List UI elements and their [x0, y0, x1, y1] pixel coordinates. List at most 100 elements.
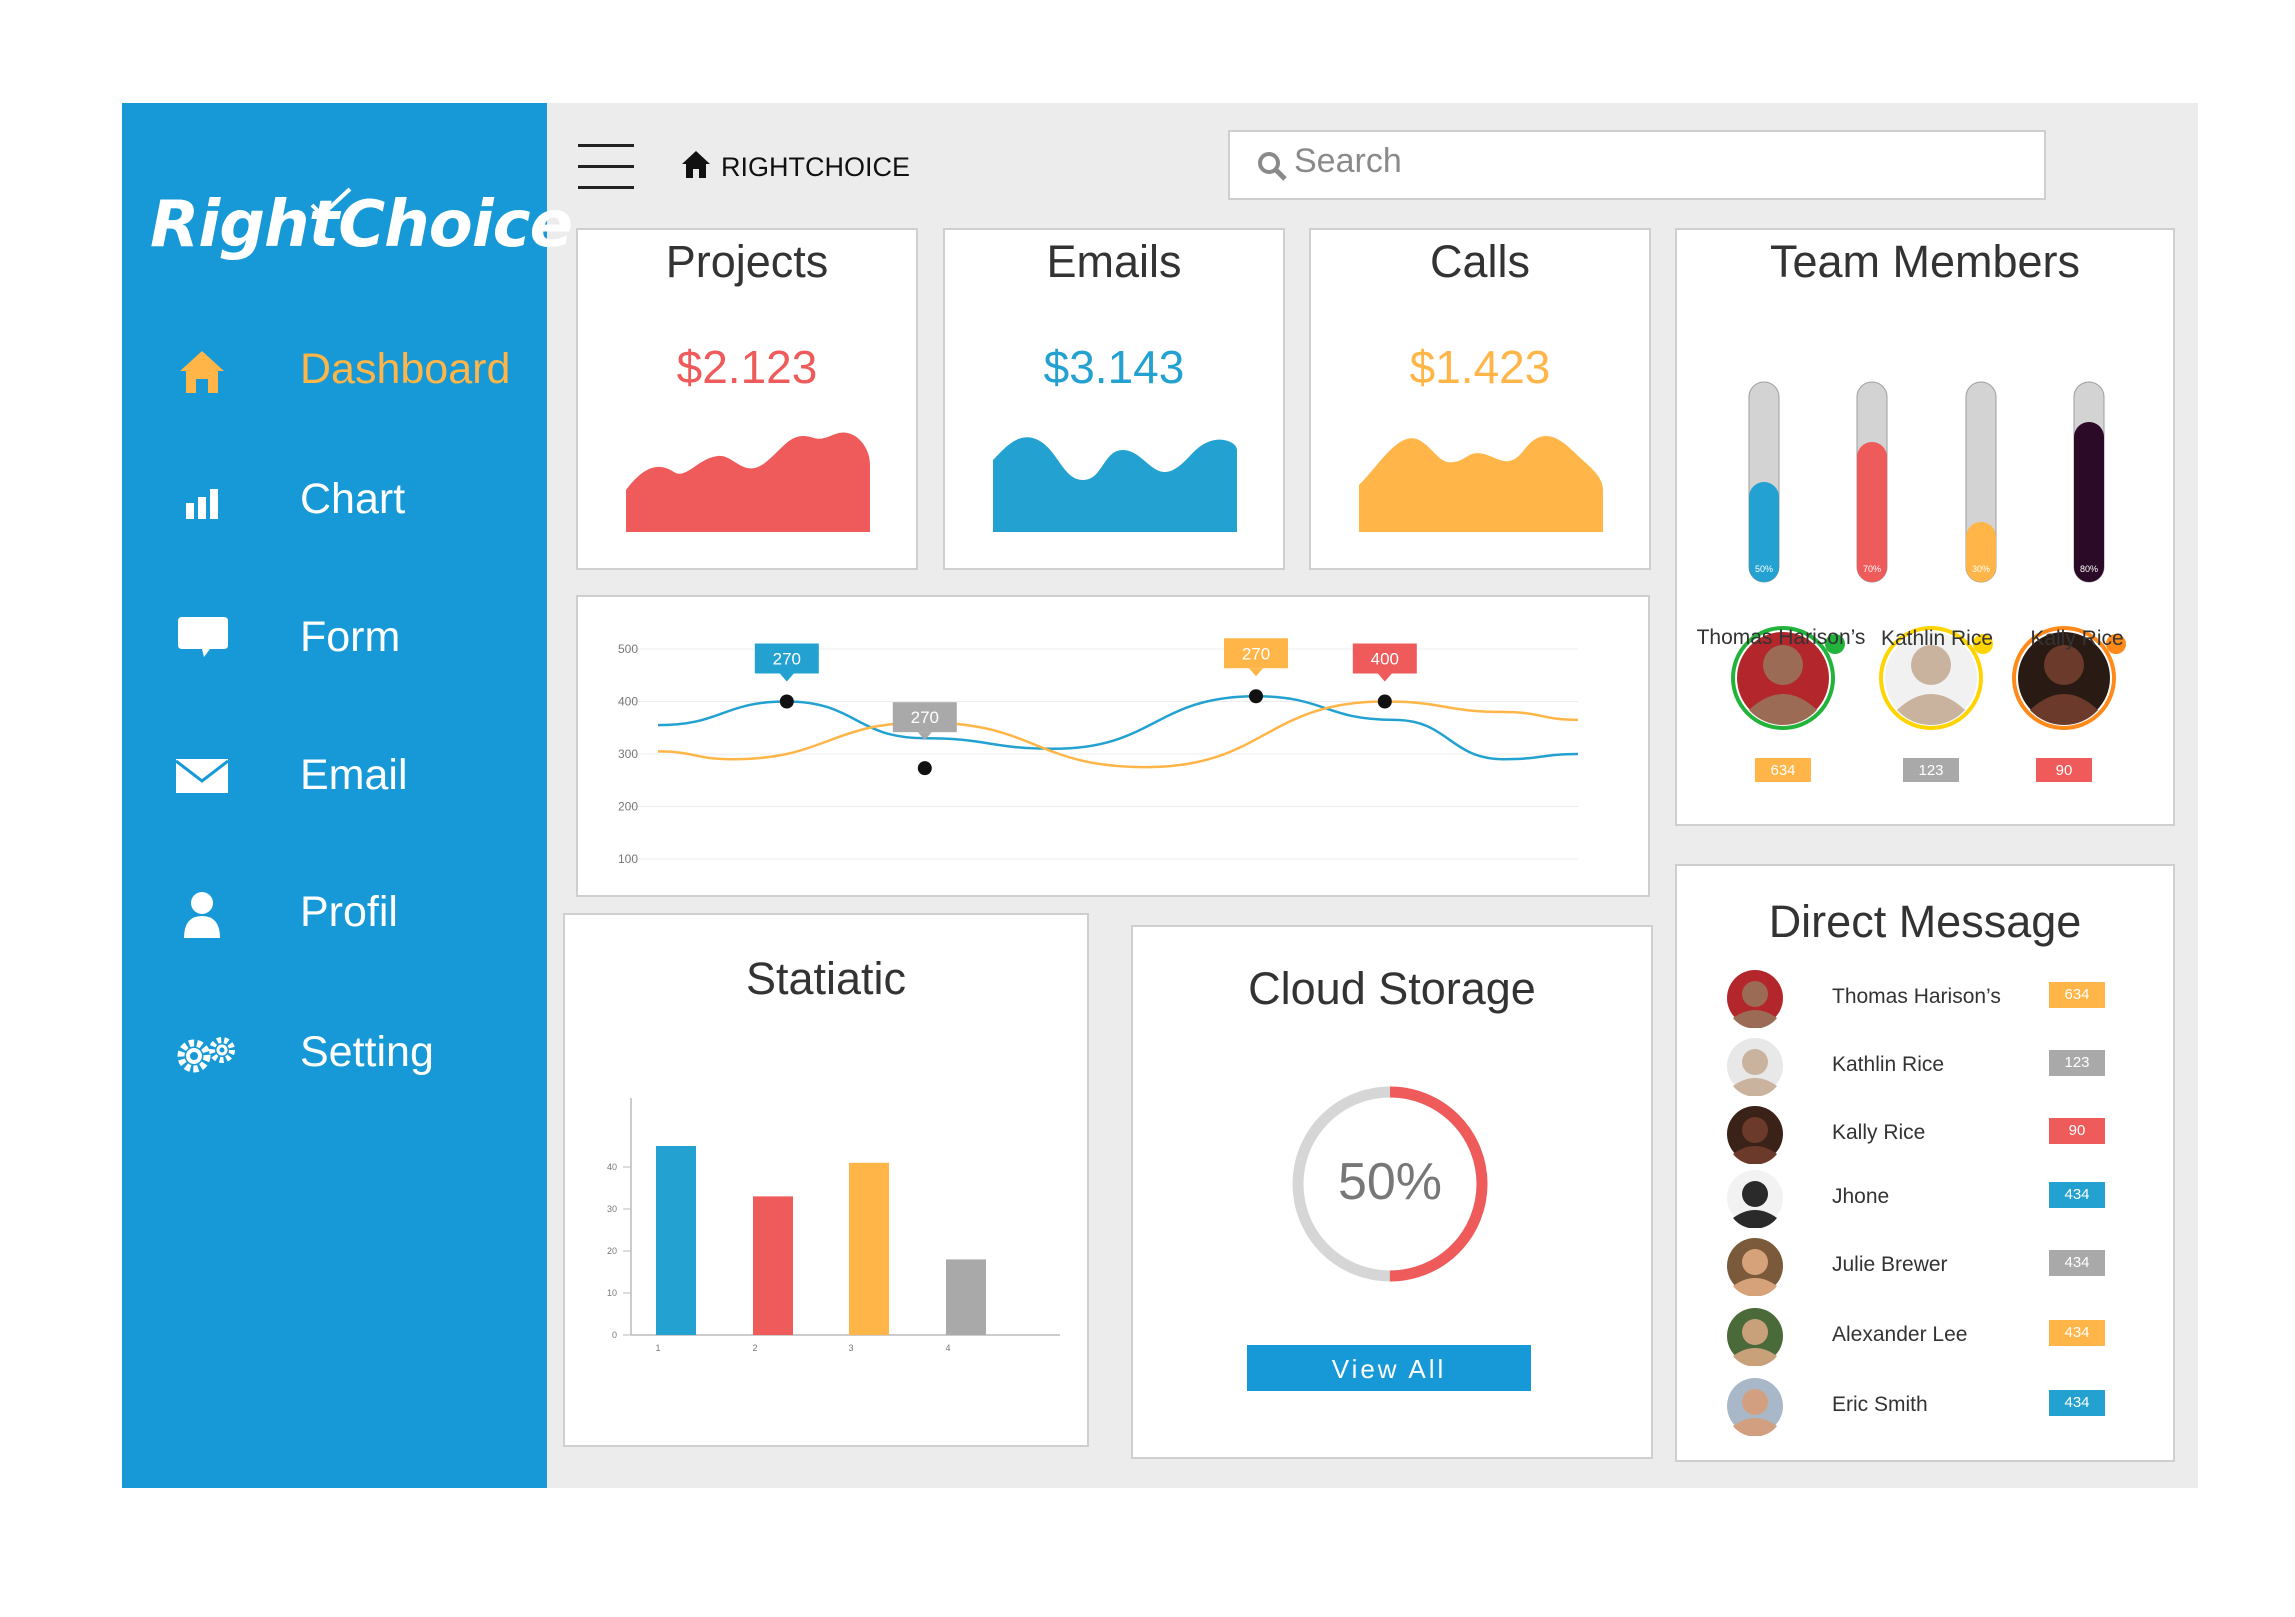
- ring-fill: [1292, 1086, 1488, 1282]
- callout-text: 400: [1371, 650, 1399, 669]
- message-row[interactable]: Julie Brewer 434: [1677, 1236, 2173, 1296]
- count-badge: [2036, 758, 2092, 782]
- status-dot: [2106, 634, 2126, 654]
- team-progress-bars: 50% 70% 30% 80% 634 123 90: [1731, 381, 2126, 782]
- callout-text: 270: [1242, 644, 1270, 663]
- message-count-badge: 434: [2049, 1250, 2105, 1276]
- message-row[interactable]: Alexander Lee 434: [1677, 1306, 2173, 1366]
- speech-bubble-icon: [178, 617, 228, 657]
- message-row[interactable]: Thomas Harison’s 634: [1677, 968, 2173, 1028]
- message-count-badge: 90: [2049, 1118, 2105, 1144]
- data-point[interactable]: [1249, 689, 1263, 704]
- view-all-button[interactable]: View All: [1247, 1345, 1531, 1391]
- stat-card-projects[interactable]: Projects $2.123: [576, 228, 918, 570]
- message-sender: Thomas Harison’s: [1832, 985, 2001, 1008]
- sidebar-item-chart[interactable]: Chart: [122, 455, 547, 545]
- callout-label: [754, 643, 819, 674]
- bar[interactable]: [656, 1146, 696, 1335]
- data-point[interactable]: [779, 694, 794, 709]
- topbar-title: RIGHTCHOICE: [721, 152, 910, 182]
- status-dot: [1973, 634, 1993, 654]
- sidebar-item-label: Email: [300, 751, 408, 799]
- sidebar-item-dashboard[interactable]: Dashboard: [122, 325, 547, 415]
- storage-progress-ring: [1292, 1086, 1488, 1282]
- search-input[interactable]: Search: [1228, 130, 2046, 200]
- user-icon: [184, 892, 220, 938]
- sidebar-item-label: Setting: [300, 1028, 434, 1076]
- team-member-name: Thomas Harison’s: [1696, 626, 1866, 649]
- direct-message-list: Thomas Harison’s 634 Kathlin Rice 123 Ka…: [1677, 968, 2173, 1448]
- bar[interactable]: [849, 1162, 889, 1335]
- statistic-bar-chart: 40 30 20 10 0 1 2 3 4: [607, 1098, 1060, 1353]
- envelope-icon: [175, 759, 229, 793]
- message-count-badge: 434: [2049, 1390, 2105, 1416]
- sidebar-item-form[interactable]: Form: [122, 593, 547, 683]
- team-member-avatar[interactable]: [2012, 626, 2116, 730]
- avatar: [1727, 1378, 1783, 1436]
- y-tick-label: 30: [607, 1204, 617, 1214]
- data-point[interactable]: [917, 761, 932, 776]
- card-title: Direct Message: [1768, 896, 2082, 947]
- team-bar-fill: [2074, 422, 2104, 582]
- team-bar-label: 80%: [2080, 564, 2098, 574]
- stat-card-emails[interactable]: Emails $3.143: [943, 228, 1285, 570]
- message-sender: Jhone: [1832, 1185, 1890, 1208]
- sidebar-item-email[interactable]: Email: [122, 731, 547, 821]
- line-chart: 500 400 300 200 100 270 270 270 400: [618, 638, 1579, 866]
- team-member-name: Kathlin Rice: [1880, 627, 1994, 650]
- home-icon: [180, 351, 224, 393]
- stat-value: $3.143: [1043, 341, 1185, 393]
- y-tick-label: 10: [607, 1288, 617, 1298]
- home-icon[interactable]: [680, 148, 712, 180]
- message-sender: Julie Brewer: [1832, 1253, 1948, 1276]
- message-sender: Kally Rice: [1832, 1121, 1926, 1144]
- stat-card-calls[interactable]: Calls $1.423: [1309, 228, 1651, 570]
- team-member-avatar[interactable]: [1879, 626, 1983, 730]
- avatar: [1727, 1308, 1783, 1366]
- message-row[interactable]: Jhone 434: [1677, 1168, 2173, 1228]
- line-series: [657, 694, 1579, 761]
- bar[interactable]: [753, 1196, 793, 1335]
- y-tick-label: 0: [612, 1330, 617, 1340]
- count-badge-label: 123: [1918, 762, 1943, 779]
- sidebar-item-profil[interactable]: Profil: [122, 868, 547, 958]
- stat-value: $1.423: [1409, 341, 1551, 393]
- y-tick-label: 40: [607, 1162, 617, 1172]
- card-title: Emails: [1046, 236, 1182, 287]
- calls-area-chart: [1359, 435, 1603, 532]
- search-icon: [1258, 152, 1287, 181]
- message-row[interactable]: Kally Rice 90: [1677, 1104, 2173, 1164]
- sidebar: RightChoice Dashboard Chart Form Email: [122, 103, 573, 1488]
- bar[interactable]: [946, 1259, 986, 1335]
- y-tick-label: 500: [618, 642, 638, 656]
- sidebar-item-label: Profil: [300, 888, 398, 936]
- data-point[interactable]: [1377, 694, 1392, 709]
- line-chart-card: 500 400 300 200 100 270 270 270 400: [576, 595, 1650, 897]
- team-member-avatar[interactable]: [1731, 626, 1835, 730]
- callout-label: [1224, 638, 1288, 669]
- team-bar-label: 30%: [1972, 564, 1990, 574]
- message-row[interactable]: Eric Smith 434: [1677, 1376, 2173, 1436]
- team-members-card: Team Members 50% 70% 30% 80% 634 123 90 Thomas…: [1675, 228, 2175, 826]
- projects-area-chart: [626, 432, 870, 532]
- card-title: Calls: [1429, 236, 1531, 287]
- card-title: Statiatic: [745, 953, 907, 1004]
- message-sender: Eric Smith: [1832, 1393, 1928, 1416]
- search-placeholder: Search: [1294, 142, 1402, 180]
- message-row[interactable]: Kathlin Rice 123: [1677, 1036, 2173, 1096]
- card-title: Cloud Storage: [1248, 963, 1536, 1014]
- count-badge-label: 634: [1770, 762, 1795, 779]
- team-bar-fill: [1749, 482, 1779, 582]
- y-tick-label: 300: [618, 747, 638, 761]
- count-badge: [1903, 758, 1959, 782]
- stat-value: $2.123: [676, 341, 818, 393]
- sidebar-item-setting[interactable]: Setting: [122, 1008, 547, 1098]
- direct-message-card: Direct Message Thomas Harison’s 634 Kath…: [1675, 864, 2175, 1462]
- gears-icon: [177, 1037, 235, 1073]
- y-tick-label: 20: [607, 1246, 617, 1256]
- y-tick-label: 200: [618, 800, 638, 814]
- team-bar-fill: [1966, 522, 1996, 582]
- y-tick-label: 100: [618, 852, 638, 866]
- hamburger-menu-icon[interactable]: [578, 142, 636, 192]
- status-dot: [1825, 634, 1845, 654]
